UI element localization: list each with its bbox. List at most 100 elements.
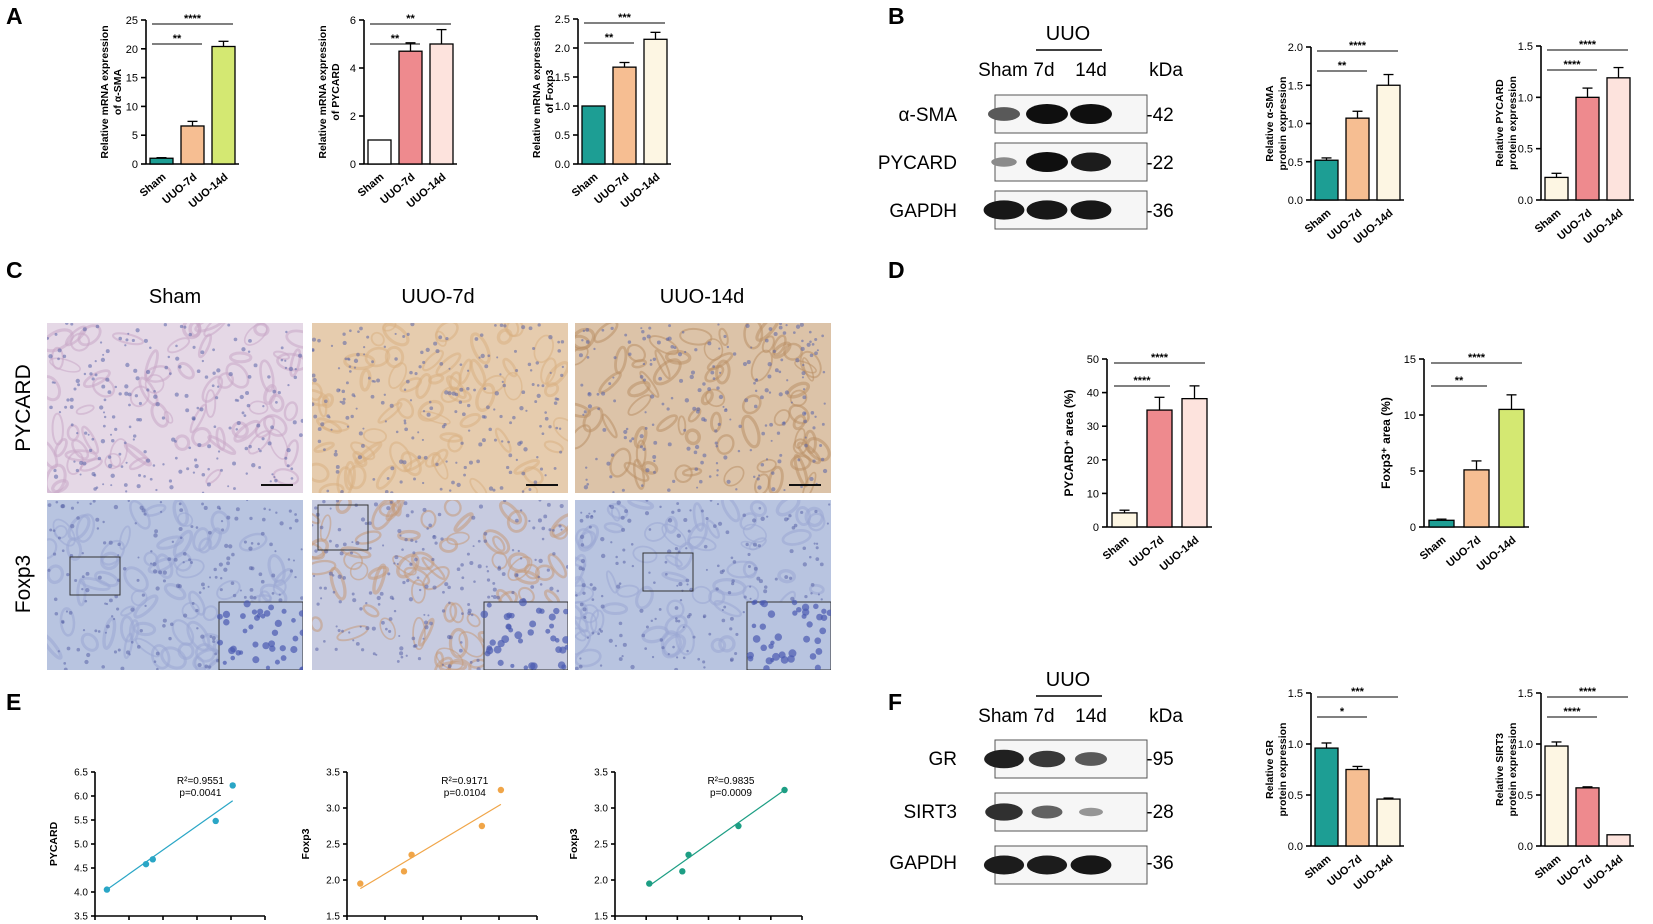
nucleus: [284, 456, 288, 460]
nucleus: [333, 452, 338, 457]
nucleus: [771, 487, 776, 492]
nucleus: [274, 478, 278, 483]
nucleus: [432, 535, 436, 538]
nucleus: [178, 365, 182, 369]
nucleus: [320, 422, 325, 427]
y-tick-label: 2: [350, 111, 356, 123]
regression-line: [359, 803, 502, 890]
nucleus: [88, 448, 93, 453]
y-tick-label: 20: [1087, 455, 1099, 467]
nucleus: [580, 511, 583, 514]
nucleus: [600, 536, 605, 542]
tubule: [799, 350, 822, 379]
tubule: [173, 551, 193, 572]
nucleus: [96, 527, 100, 530]
inset-nucleus: [497, 659, 504, 666]
y-tick-label: 1.5: [326, 912, 340, 923]
tubule: [598, 371, 622, 394]
nucleus: [248, 546, 253, 551]
nucleus: [275, 511, 278, 514]
tubule: [706, 352, 734, 371]
nucleus: [246, 500, 249, 502]
inset-nucleus: [271, 629, 279, 636]
nucleus: [676, 502, 680, 505]
nucleus: [715, 444, 719, 448]
nucleus: [239, 394, 244, 400]
nucleus: [394, 357, 398, 361]
inset-nucleus: [514, 631, 523, 640]
nucleus: [784, 390, 790, 395]
kda-label-f: kDa: [1149, 706, 1183, 727]
tubule: [534, 564, 555, 581]
inset-nucleus: [562, 636, 568, 644]
nucleus: [207, 444, 212, 449]
tubule: [82, 369, 111, 389]
inset-nucleus: [274, 659, 280, 665]
nucleus: [220, 519, 224, 523]
nucleus: [143, 338, 148, 343]
ihc-foxp3-uuo14d: [575, 500, 831, 670]
y-tick-label: 2.0: [1288, 42, 1303, 54]
y-tick-label: 30: [1087, 421, 1099, 433]
nucleus: [821, 422, 825, 426]
tubule: [635, 439, 647, 468]
tubule: [181, 323, 202, 340]
tubule: [354, 530, 382, 545]
inset-nucleus: [752, 635, 761, 643]
nucleus: [642, 447, 646, 451]
nucleus: [705, 568, 708, 571]
nucleus: [249, 516, 253, 521]
nucleus: [675, 617, 678, 620]
nucleus: [421, 481, 425, 485]
nucleus: [107, 455, 112, 459]
nucleus: [651, 655, 655, 659]
protein-label-pycard: PYCARD: [878, 153, 957, 174]
nucleus: [294, 513, 297, 516]
nucleus: [610, 326, 614, 331]
nucleus: [426, 412, 431, 417]
tubule: [144, 365, 172, 383]
nucleus: [403, 388, 407, 391]
nucleus: [537, 575, 541, 579]
tubule: [201, 375, 224, 403]
inset-nucleus: [222, 660, 227, 665]
tubule: [772, 334, 787, 356]
nucleus: [111, 439, 115, 443]
nucleus: [219, 577, 223, 580]
nucleus: [359, 625, 362, 628]
nucleus: [447, 585, 451, 590]
nucleus: [582, 329, 586, 333]
nucleus: [684, 350, 687, 354]
blot-strips-b: [983, 94, 1148, 230]
tubule: [589, 609, 605, 633]
nucleus: [330, 344, 334, 347]
nucleus: [768, 327, 773, 331]
nucleus: [649, 362, 653, 366]
nucleus: [705, 517, 709, 521]
nucleus: [274, 550, 277, 553]
nucleus: [221, 528, 225, 532]
nucleus: [99, 341, 103, 344]
nucleus: [128, 403, 131, 407]
nucleus: [313, 414, 318, 419]
panel-letter-b: B: [888, 3, 905, 29]
nucleus: [423, 455, 428, 460]
significance-label: **: [391, 33, 400, 45]
nucleus: [95, 517, 100, 522]
nucleus: [324, 399, 328, 404]
nucleus: [491, 595, 494, 598]
tubule: [120, 615, 135, 643]
tubule: [575, 424, 592, 450]
nucleus: [414, 557, 418, 562]
tubule: [272, 350, 290, 361]
nucleus: [641, 633, 646, 638]
tubule: [543, 382, 560, 398]
y-tick-label: 15: [126, 73, 138, 85]
nucleus: [134, 394, 139, 398]
tubule: [593, 323, 619, 344]
nucleus: [298, 433, 303, 438]
nucleus: [239, 589, 242, 592]
tubule: [417, 399, 445, 422]
tubule: [575, 648, 602, 668]
nucleus: [754, 378, 759, 383]
